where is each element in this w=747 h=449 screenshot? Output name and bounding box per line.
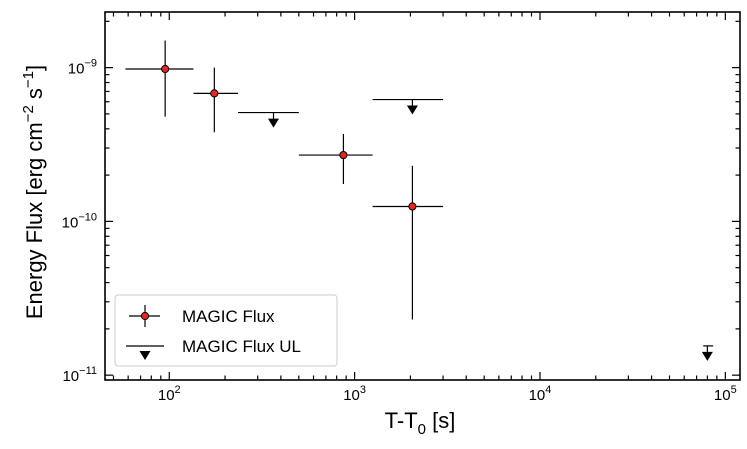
- flux-point: [125, 40, 194, 117]
- y-tick-label: 10−10: [62, 211, 97, 231]
- legend: MAGIC Flux MAGIC Flux UL: [114, 294, 338, 367]
- ul-arrow: [701, 351, 713, 361]
- flux-point: [193, 67, 239, 133]
- x-tick-label: 102: [158, 384, 181, 404]
- y-tick-label: 10−11: [62, 365, 97, 385]
- flux-point: [298, 134, 373, 185]
- flux-point: [372, 165, 444, 320]
- flux-marker: [408, 202, 417, 211]
- flux-marker: [210, 89, 219, 98]
- legend-ul-arrow: [139, 351, 151, 360]
- data-marks: [125, 40, 714, 361]
- x-tick-label: 104: [529, 384, 552, 404]
- plot-frame: [104, 11, 741, 381]
- ul-arrow: [267, 118, 279, 128]
- x-tick-label: 105: [714, 384, 737, 404]
- y-tick-label: 10−9: [68, 58, 97, 78]
- flux-marker: [339, 150, 348, 160]
- legend-flux-marker: [140, 311, 150, 321]
- plot-area: [104, 11, 741, 381]
- legend-label-flux: MAGIC Flux: [182, 307, 275, 326]
- ul-arrow: [406, 105, 418, 115]
- x-axis-label: T-T0 [s]: [385, 408, 456, 438]
- upper-limit-point: [372, 98, 444, 115]
- legend-box: [114, 294, 338, 367]
- axes: 102 103 104 105 10−9 10−10 10−11: [62, 12, 740, 404]
- y-axis-label: Energy Flux [erg cm−2 s−1]: [20, 65, 47, 319]
- x-tick-label: 103: [343, 384, 366, 404]
- legend-label-ul: MAGIC Flux UL: [182, 337, 301, 356]
- flux-marker: [161, 64, 170, 74]
- upper-limit-point: [701, 345, 714, 361]
- upper-limit-point: [238, 111, 299, 128]
